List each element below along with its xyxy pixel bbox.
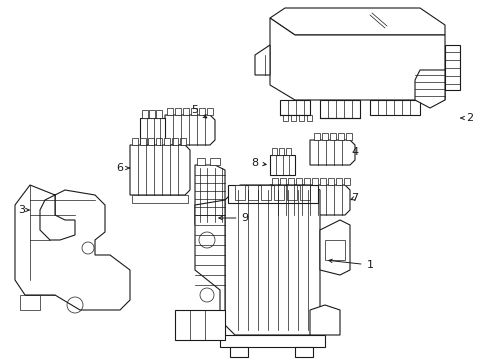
Polygon shape xyxy=(269,18,444,100)
Bar xyxy=(220,335,325,347)
Polygon shape xyxy=(195,165,224,225)
Polygon shape xyxy=(130,145,190,195)
Bar xyxy=(319,178,325,185)
Bar xyxy=(132,195,187,203)
Bar xyxy=(313,133,319,140)
Polygon shape xyxy=(175,310,224,340)
Bar xyxy=(156,110,162,118)
Bar xyxy=(183,108,189,115)
Bar xyxy=(304,178,309,185)
Polygon shape xyxy=(269,155,294,175)
Bar xyxy=(285,148,290,155)
Bar xyxy=(327,178,333,185)
Bar xyxy=(295,178,302,185)
Polygon shape xyxy=(444,45,459,90)
Bar xyxy=(180,138,185,145)
Polygon shape xyxy=(254,45,269,75)
Bar xyxy=(261,185,270,200)
Bar xyxy=(20,295,40,310)
Polygon shape xyxy=(280,100,309,115)
Bar xyxy=(329,133,335,140)
Bar xyxy=(294,347,312,357)
Bar xyxy=(156,138,162,145)
Bar xyxy=(206,108,213,115)
Text: 9: 9 xyxy=(219,213,248,223)
Bar xyxy=(321,133,327,140)
Polygon shape xyxy=(414,70,444,108)
Bar xyxy=(299,185,309,200)
Polygon shape xyxy=(319,100,359,118)
Bar xyxy=(142,110,148,118)
Bar xyxy=(273,185,284,200)
Polygon shape xyxy=(140,118,164,145)
Polygon shape xyxy=(319,220,349,275)
Bar xyxy=(149,110,155,118)
Bar xyxy=(148,138,154,145)
Polygon shape xyxy=(164,115,215,145)
Bar xyxy=(325,240,345,260)
Bar xyxy=(172,138,178,145)
Text: 2: 2 xyxy=(460,113,472,123)
Text: 5: 5 xyxy=(191,105,206,118)
Bar xyxy=(271,148,276,155)
Bar xyxy=(175,108,181,115)
Text: 8: 8 xyxy=(251,158,265,168)
Polygon shape xyxy=(269,185,349,215)
Bar xyxy=(346,133,351,140)
Bar xyxy=(235,185,244,200)
Bar xyxy=(167,108,173,115)
Bar xyxy=(227,185,317,203)
Bar xyxy=(337,133,343,140)
Bar xyxy=(343,178,349,185)
Bar xyxy=(290,115,295,121)
Bar xyxy=(247,185,258,200)
Polygon shape xyxy=(269,8,444,35)
Bar xyxy=(191,108,197,115)
Bar xyxy=(335,178,341,185)
Bar xyxy=(199,108,204,115)
Text: 1: 1 xyxy=(328,259,373,270)
Bar xyxy=(209,158,220,165)
Bar xyxy=(140,138,146,145)
Bar xyxy=(286,185,296,200)
Polygon shape xyxy=(369,100,419,115)
Bar xyxy=(287,178,293,185)
Bar xyxy=(311,178,317,185)
Polygon shape xyxy=(309,140,354,165)
Bar xyxy=(271,178,278,185)
Text: 6: 6 xyxy=(116,163,129,173)
Text: 3: 3 xyxy=(19,205,29,215)
Polygon shape xyxy=(15,185,130,310)
Bar xyxy=(132,138,138,145)
Bar xyxy=(298,115,304,121)
Bar xyxy=(163,138,170,145)
Polygon shape xyxy=(224,185,319,335)
Bar xyxy=(279,148,284,155)
Text: 4: 4 xyxy=(351,147,358,157)
Bar xyxy=(306,115,311,121)
Bar xyxy=(229,347,247,357)
Polygon shape xyxy=(309,305,339,335)
Text: 7: 7 xyxy=(350,193,358,203)
Bar xyxy=(283,115,287,121)
Polygon shape xyxy=(195,200,224,330)
Bar xyxy=(280,178,285,185)
Bar xyxy=(197,158,204,165)
